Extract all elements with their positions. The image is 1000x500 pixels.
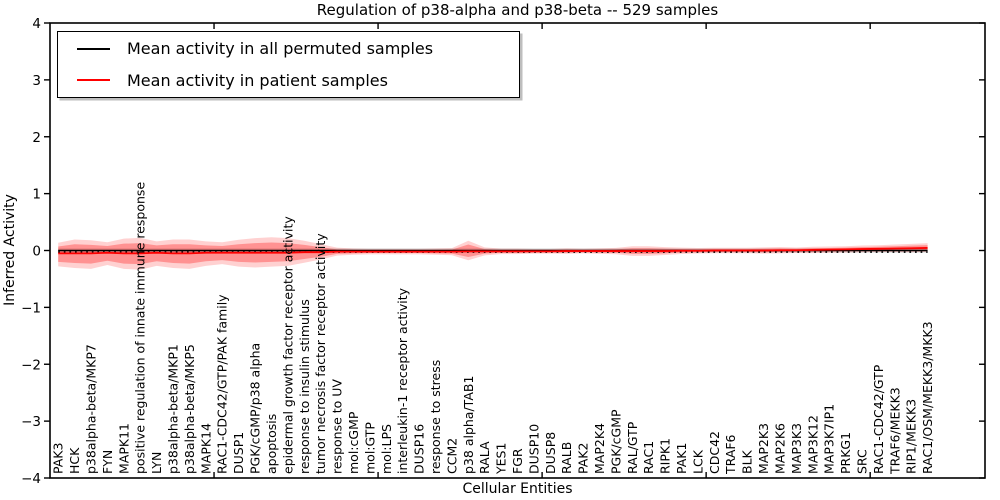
x-category-label: PAK3 [51, 443, 66, 474]
x-category-label: mol:LPS [379, 424, 394, 474]
x-category-label: YES1 [494, 443, 509, 475]
x-category-label: MAP3K12 [805, 415, 820, 474]
x-category-label: MAP3K3 [789, 423, 804, 474]
x-category-label: tumor necrosis factor receptor activity [313, 233, 328, 474]
x-category-labels: PAK3 HCK p38alpha-beta/MKP7 FYN MAPK11 positi… [51, 182, 935, 475]
y-tick-label: 1 [32, 187, 41, 203]
x-category-label: DUSP16 [412, 424, 427, 474]
legend-label: Mean activity in patient samples [127, 70, 388, 90]
x-category-label: RAC1-CDC42/GTP/PAK family [215, 294, 230, 474]
x-category-label: LYN [149, 452, 164, 474]
x-category-label: RIP1/MEKK3 [904, 399, 919, 474]
y-axis-ticks: 4 3 2 1 0 −1 −2 −3 −4 [21, 16, 985, 487]
x-category-label: RALA [477, 441, 492, 474]
x-category-label: MAP2K6 [772, 423, 787, 474]
patient-band-outer [58, 237, 928, 270]
x-category-label: PGK/cGMP [608, 409, 623, 474]
x-category-label: positive regulation of innate immune res… [133, 182, 148, 474]
x-category-label: DUSP1 [231, 432, 246, 474]
x-category-label: p38 alpha/TAB1 [461, 376, 476, 474]
x-category-label: p38alpha-beta/MKP1 [166, 344, 181, 474]
x-category-label: mol:cGMP [346, 411, 361, 474]
x-category-label: response to insulin stimulus [297, 299, 312, 474]
y-tick-label: 3 [32, 73, 41, 89]
permuted-line-swatch [77, 47, 110, 50]
x-axis-ticks [213, 23, 871, 478]
y-axis-label: Inferred Activity [2, 194, 18, 306]
x-category-label: LCK [690, 449, 705, 474]
x-category-label: CCM2 [444, 438, 459, 474]
x-category-label: BLK [740, 449, 755, 474]
legend-label: Mean activity in all permuted samples [127, 39, 434, 59]
y-tick-label: 4 [32, 16, 41, 32]
patient-line-swatch [77, 79, 110, 82]
x-category-label: mol:GTP [362, 422, 377, 474]
y-tick-label: −2 [21, 357, 41, 373]
x-category-label: MAP2K3 [756, 423, 771, 474]
x-category-label: DUSP8 [543, 432, 558, 474]
x-category-label: PGK/cGMP/p38 alpha [248, 343, 263, 474]
x-category-label: interleukin-1 receptor activity [395, 287, 410, 474]
x-category-label: RIPK1 [658, 438, 673, 474]
x-category-label: MAPK11 [116, 423, 131, 474]
x-category-label: PAK2 [576, 443, 591, 474]
legend: Mean activity in all permuted samples Me… [57, 31, 520, 98]
y-tick-label: −4 [21, 471, 41, 487]
y-tick-label: −1 [21, 300, 41, 316]
chart-title: Regulation of p38-alpha and p38-beta -- … [316, 1, 719, 19]
patient-band-inner [58, 242, 928, 265]
x-category-label: RAC1/OSM/MEKK3/MKK3 [920, 321, 935, 474]
x-category-label: TRAF6/MEKK3 [887, 387, 902, 475]
legend-entry-patient: Mean activity in patient samples [58, 65, 519, 95]
x-category-label: MAPK14 [198, 423, 213, 474]
x-category-label: p38alpha-beta/MKP7 [84, 344, 99, 474]
x-category-label: PAK1 [674, 443, 689, 474]
x-category-label: TRAF6 [723, 434, 738, 475]
x-category-label: HCK [67, 447, 82, 474]
y-tick-label: 0 [32, 244, 41, 260]
x-category-label: CDC42 [707, 431, 722, 474]
x-category-label: DUSP10 [526, 424, 541, 474]
x-category-label: MAP3K7IP1 [822, 404, 837, 474]
x-category-label: FYN [100, 450, 115, 474]
x-category-label: response to UV [330, 379, 345, 474]
x-category-label: MAP2K4 [592, 423, 607, 474]
y-tick-label: −3 [21, 414, 41, 430]
x-category-label: epidermal growth factor receptor activit… [280, 216, 295, 474]
x-category-label: p38alpha-beta/MKP5 [182, 344, 197, 474]
x-category-label: apoptosis [264, 414, 279, 474]
x-category-label: RAC1 [641, 441, 656, 474]
patient-mean-line [58, 247, 928, 255]
x-category-label: FGR [510, 448, 525, 474]
x-category-label: PRKG1 [838, 432, 853, 474]
x-category-label: RALB [559, 442, 574, 474]
x-category-label: SRC [854, 449, 869, 474]
x-category-label: RAL/GTP [625, 421, 640, 474]
y-tick-label: 2 [32, 130, 41, 146]
legend-entry-permuted: Mean activity in all permuted samples [58, 34, 519, 64]
x-axis-label: Cellular Entities [462, 481, 573, 497]
x-category-label: RAC1-CDC42/GTP [871, 364, 886, 474]
x-category-label: response to stress [428, 360, 443, 474]
